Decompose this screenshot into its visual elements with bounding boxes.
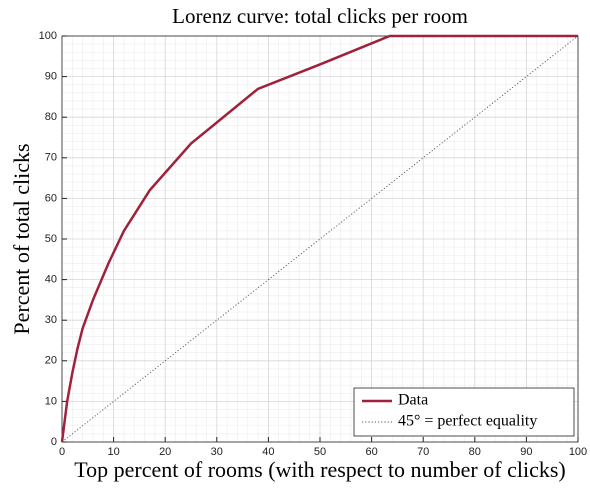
series-line — [60, 34, 578, 443]
y-tick-label: 90 — [45, 71, 57, 83]
x-tick-label: 70 — [417, 446, 429, 458]
y-tick-label: 60 — [45, 192, 57, 204]
x-tick-label: 0 — [59, 446, 65, 458]
x-tick-label: 40 — [262, 446, 274, 458]
y-axis-label: Percent of total clicks — [9, 143, 34, 334]
x-tick-label: 50 — [314, 446, 326, 458]
plot-frame — [61, 35, 579, 443]
y-tick-label: 50 — [45, 233, 57, 245]
chart-title: Lorenz curve: total clicks per room — [172, 4, 468, 28]
legend-label: Data — [398, 392, 428, 409]
y-tick-label: 80 — [45, 111, 57, 123]
y-tick-label: 0 — [51, 436, 57, 448]
y-tick-label: 20 — [45, 355, 57, 367]
x-tick-label: 30 — [211, 446, 223, 458]
y-tick-label: 70 — [45, 152, 57, 164]
y-tick-label: 10 — [45, 395, 57, 407]
series-line — [61, 35, 579, 443]
y-tick-label: 100 — [39, 30, 57, 42]
x-tick-label: 60 — [365, 446, 377, 458]
y-tick-label: 40 — [45, 274, 57, 286]
legend-label: 45° = perfect equality — [398, 413, 537, 430]
x-axis-label: Top percent of rooms (with respect to nu… — [74, 457, 565, 482]
y-tick-label: 30 — [45, 314, 57, 326]
x-tick-label: 90 — [520, 446, 532, 458]
x-tick-label: 20 — [159, 446, 171, 458]
legend-box — [353, 387, 575, 437]
x-tick-label: 80 — [469, 446, 481, 458]
x-tick-label: 10 — [107, 446, 119, 458]
x-tick-label: 100 — [569, 446, 587, 458]
